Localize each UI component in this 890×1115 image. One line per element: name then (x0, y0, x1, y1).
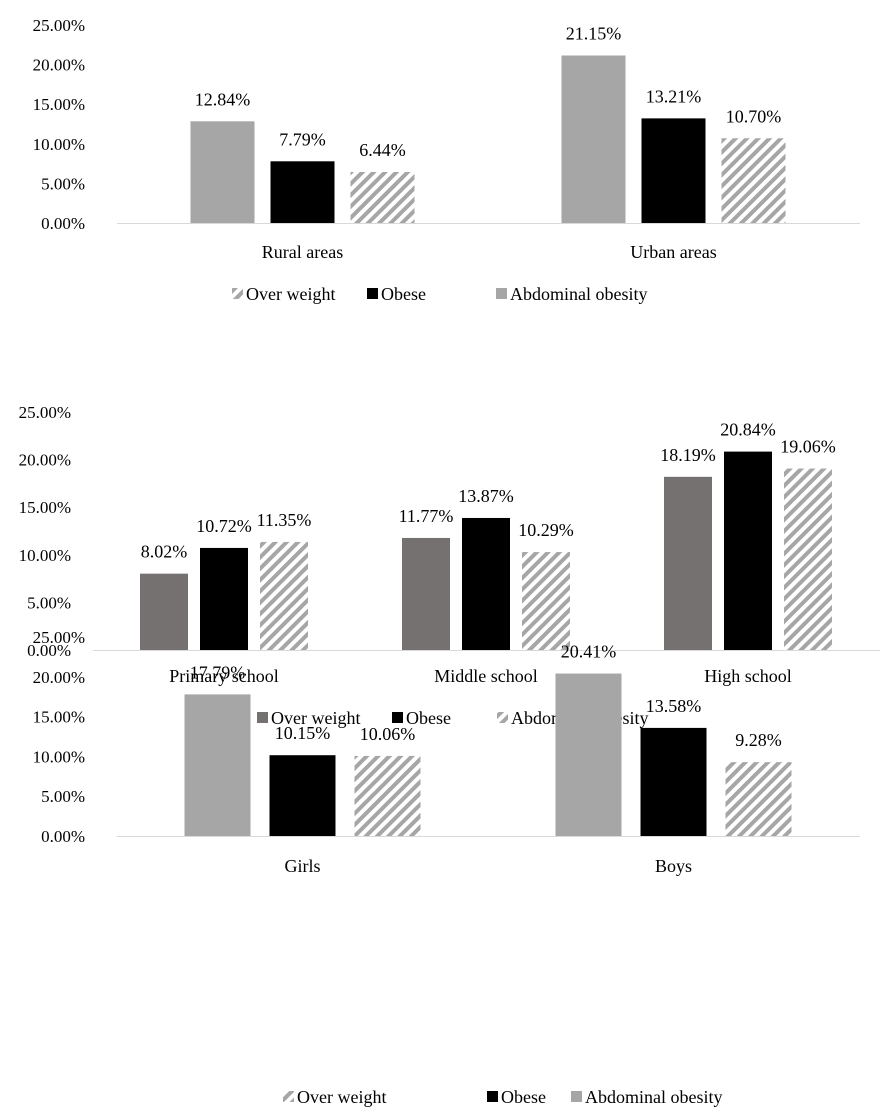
y-tick-label: 0.00% (41, 827, 85, 846)
legend-swatch-obese (487, 1091, 498, 1102)
y-tick-label: 10.00% (19, 546, 71, 565)
y-tick-label: 25.00% (33, 628, 85, 647)
bar-obese-middle-school (462, 517, 510, 650)
y-tick-label: 25.00% (19, 403, 71, 422)
y-tick-label: 15.00% (33, 708, 85, 727)
legend-swatch-over-weight (232, 288, 243, 299)
bar-obese-high-school (724, 451, 772, 650)
data-label: 18.19% (660, 445, 716, 465)
legend-swatch-abdominal-obesity (496, 288, 507, 299)
y-tick-label: 20.00% (33, 56, 85, 75)
bar-abdominal-obesity-girls (184, 694, 251, 836)
legend-label: Obese (381, 284, 426, 304)
y-tick-label: 5.00% (27, 593, 71, 612)
category-label: Urban areas (630, 242, 716, 262)
legend-label: Over weight (246, 284, 335, 304)
category-label: Middle school (434, 666, 538, 686)
legend-label: Obese (406, 708, 451, 728)
data-label: 13.58% (646, 696, 702, 716)
data-label: 9.28% (735, 730, 782, 750)
category-label: High school (704, 666, 792, 686)
y-tick-label: 15.00% (33, 95, 85, 114)
chart-1: 0.00% 5.00% 10.00% 15.00% 20.00% 25.00% 12.84%… (33, 16, 860, 304)
bar-abdominal-obesity-primary-school (260, 541, 308, 650)
data-label: 13.87% (458, 486, 514, 506)
data-label: 10.29% (518, 520, 574, 540)
legend-swatch-abdominal-obesity (497, 712, 508, 723)
data-label: 10.15% (275, 723, 331, 743)
data-label: 10.06% (360, 724, 416, 744)
bar-over-weight-high-school (664, 476, 712, 650)
y-tick-label: 0.00% (27, 641, 71, 660)
data-label: 13.21% (646, 86, 702, 106)
y-tick-label: 25.00% (33, 16, 85, 35)
bar-obese-boys (640, 727, 707, 836)
legend-label: Abdominal obesity (585, 1087, 723, 1107)
data-label: 10.72% (196, 516, 252, 536)
bar-over-weight-urban-areas (721, 138, 786, 223)
data-label: 7.79% (279, 129, 326, 149)
bar-over-weight-boys (725, 762, 792, 836)
y-tick-label: 0.00% (41, 214, 85, 233)
bar-over-weight-girls (354, 755, 421, 836)
y-tick-label: 20.00% (33, 668, 85, 687)
legend-label: Obese (501, 1087, 546, 1107)
category-label: Rural areas (262, 242, 343, 262)
bar-abdominal-obesity-middle-school (522, 552, 570, 650)
bar-obese-primary-school (200, 547, 248, 650)
data-label: 19.06% (780, 437, 836, 457)
data-label: 11.77% (399, 506, 454, 526)
legend-swatch-abdominal-obesity (571, 1091, 582, 1102)
bar-obese-rural-areas (270, 161, 335, 223)
data-label: 10.70% (726, 106, 782, 126)
bar-obese-girls (269, 755, 336, 836)
bar-abdominal-obesity-boys (555, 673, 622, 836)
bar-over-weight-middle-school (402, 537, 450, 650)
y-tick-label: 15.00% (19, 498, 71, 517)
data-label: 8.02% (141, 542, 188, 562)
bar-abdominal-obesity-rural-areas (190, 121, 255, 223)
legend-label: Over weight (297, 1087, 386, 1107)
y-tick-label: 5.00% (41, 787, 85, 806)
bar-obese-urban-areas (641, 118, 706, 223)
data-label: 21.15% (566, 23, 622, 43)
bar-over-weight-rural-areas (350, 171, 415, 223)
legend-swatch-obese (367, 288, 378, 299)
data-label: 11.35% (257, 510, 312, 530)
data-label: 17.79% (190, 662, 246, 682)
bar-over-weight-primary-school (140, 573, 188, 650)
y-tick-label: 10.00% (33, 747, 85, 766)
category-label: Primary school (169, 666, 279, 686)
legend-label: Abdominal obesity (510, 284, 648, 304)
data-label: 20.41% (561, 642, 617, 662)
legend-swatch-over-weight (257, 712, 268, 723)
legend-swatch-obese (392, 712, 403, 723)
category-label: Girls (285, 856, 321, 876)
y-tick-label: 10.00% (33, 135, 85, 154)
y-tick-label: 5.00% (41, 174, 85, 193)
data-label: 20.84% (720, 420, 776, 440)
y-tick-label: 20.00% (19, 451, 71, 470)
category-label: Boys (655, 856, 692, 876)
data-label: 6.44% (359, 140, 406, 160)
legend-swatch-over-weight (283, 1091, 294, 1102)
chart-3: 0.00% 5.00% 10.00% 15.00% 20.00% 25.00% 17.79%… (33, 628, 860, 1107)
chart-2: 0.00% 5.00% 10.00% 15.00% 20.00% 25.00% 8.02% 1… (19, 403, 880, 728)
bar-abdominal-obesity-high-school (784, 468, 832, 650)
legend-label: Over weight (271, 708, 360, 728)
bar-abdominal-obesity-urban-areas (561, 55, 626, 223)
data-label: 12.84% (195, 89, 251, 109)
